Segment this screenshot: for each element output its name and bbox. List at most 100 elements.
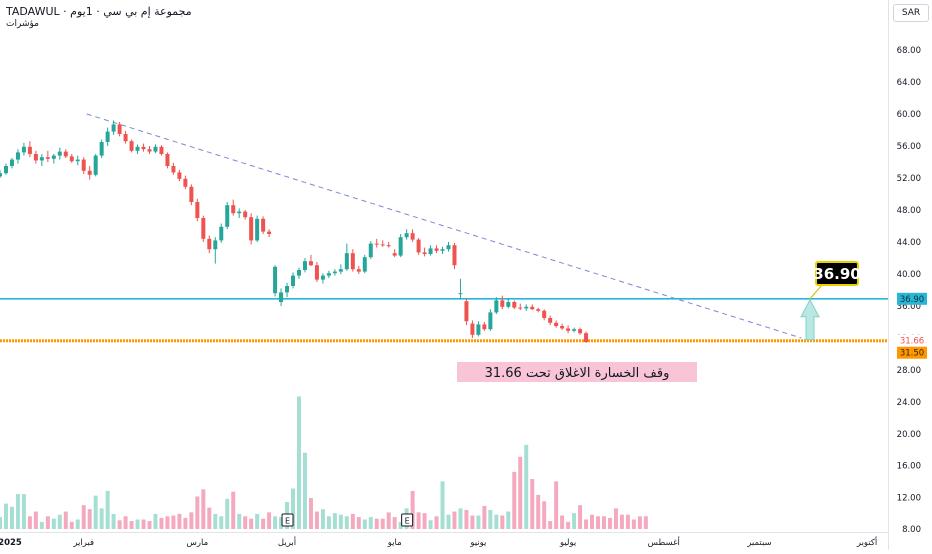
volume-bar	[500, 515, 505, 529]
time-tick-label: أكتوبر	[856, 536, 877, 548]
candle-body	[434, 248, 439, 251]
candle	[57, 147, 62, 160]
volume-bar	[625, 514, 630, 529]
candle-body	[291, 275, 296, 286]
candle	[99, 139, 104, 158]
volume-bar	[75, 519, 80, 529]
candle-body	[57, 151, 62, 156]
candle-body	[75, 159, 80, 162]
volume-bar	[267, 512, 272, 529]
symbol-title[interactable]: TADAWUL · مجموعة إم بي سي · 1يوم	[6, 5, 192, 18]
volume-tick-label: 8.00	[902, 525, 921, 535]
earnings-marker-box	[401, 513, 414, 527]
candle-body	[536, 309, 541, 311]
candle	[237, 208, 242, 218]
candle-body	[123, 134, 128, 142]
candle	[530, 304, 535, 310]
candle	[213, 237, 218, 264]
volume-bar	[201, 489, 206, 529]
volume-bar	[177, 513, 182, 529]
candle	[69, 154, 74, 163]
candle-body	[338, 269, 343, 272]
stop-price-badge-label: 31.66	[900, 337, 924, 347]
candle-body	[69, 156, 74, 162]
volume-bar	[279, 517, 284, 529]
candle-body	[99, 142, 104, 156]
volume-bar	[302, 452, 307, 529]
volume-bar	[488, 509, 493, 529]
volume-bar	[494, 514, 499, 529]
target-callout: 36.90	[813, 261, 861, 286]
candle	[297, 267, 301, 279]
candle-body	[249, 217, 254, 241]
candle	[584, 331, 589, 343]
resistance-price-badge-label: 36.90	[900, 295, 924, 305]
candle-body	[33, 154, 38, 161]
candle-body	[542, 310, 547, 318]
candle	[111, 120, 116, 135]
volume-bar	[219, 516, 224, 529]
volume-bar	[637, 516, 642, 529]
candle-body	[189, 186, 194, 202]
candle	[183, 175, 188, 190]
candle	[536, 307, 541, 313]
candle-body	[386, 245, 391, 247]
candle	[410, 229, 415, 242]
volume-bar	[255, 513, 260, 529]
candle-body	[45, 157, 50, 159]
time-tick-label: أغسطس	[648, 536, 680, 548]
volume-bar	[536, 494, 541, 529]
candle-body	[3, 166, 8, 174]
candle-body	[452, 245, 457, 266]
candle-body	[344, 253, 349, 270]
volume-bar	[392, 517, 397, 529]
volume-bar	[584, 519, 589, 529]
volume-bar	[81, 505, 86, 529]
target-arrow-shape	[800, 298, 820, 341]
volume-bar	[45, 516, 50, 529]
price-tick-label: 48.00	[897, 206, 921, 216]
volume-bar	[386, 512, 391, 529]
volume-bar	[440, 481, 445, 529]
candle	[63, 149, 68, 158]
stop-loss-note-bg	[457, 362, 697, 382]
time-axis: 2025 فبراير مارس أبريل مايو يونيو يوليو أغسطس سب…	[0, 532, 888, 548]
volume-bar	[9, 506, 14, 529]
volume-bar	[69, 521, 74, 529]
candle-body	[243, 211, 248, 218]
stop-price-badge-bg	[897, 334, 927, 347]
candle-body	[578, 329, 583, 334]
candle	[356, 266, 361, 274]
resistance-price-badge-bg	[897, 292, 927, 305]
volume-bar	[207, 507, 212, 529]
candle-body	[470, 323, 475, 335]
candle-body	[572, 329, 577, 331]
candle-body	[368, 243, 373, 258]
candle	[572, 327, 577, 333]
volume-bar	[631, 519, 636, 529]
candle	[302, 258, 307, 273]
price-tick-label: 28.00	[897, 366, 921, 376]
price-tick-label: 40.00	[897, 270, 921, 280]
candle	[189, 184, 194, 206]
time-tick-label: 2025	[0, 538, 22, 548]
candle	[225, 202, 230, 230]
volume-bar	[518, 456, 523, 529]
volume-bar	[117, 520, 122, 529]
candle-body	[27, 146, 32, 154]
earnings-marker: E	[401, 513, 414, 527]
indicators-label[interactable]: مؤشرات	[6, 19, 39, 29]
volume-bar	[506, 511, 511, 529]
volume-bar	[3, 503, 8, 529]
currency-button[interactable]: SAR	[893, 4, 929, 22]
candle-body	[165, 154, 170, 166]
volume-bar	[356, 517, 361, 529]
candle	[273, 265, 278, 297]
volume-bar	[458, 508, 463, 529]
volume-bar	[39, 521, 44, 529]
candle-body	[0, 173, 2, 177]
candle	[428, 245, 433, 256]
